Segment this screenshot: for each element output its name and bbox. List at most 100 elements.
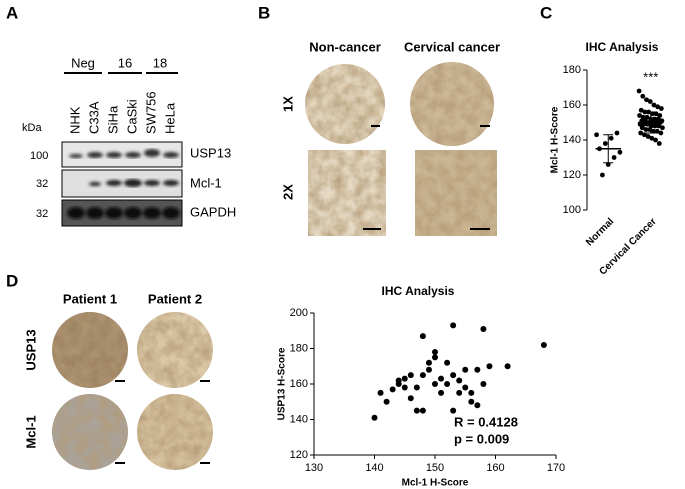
- lane-label: SiHa: [105, 105, 120, 134]
- dot: [656, 141, 662, 146]
- column-label: Patient 2: [148, 291, 202, 306]
- y-tick-label: 160: [290, 378, 308, 390]
- point: [413, 407, 420, 414]
- point: [377, 389, 384, 396]
- dot: [614, 130, 620, 136]
- point: [389, 386, 396, 393]
- point: [468, 389, 475, 396]
- dot: [605, 162, 611, 167]
- annotation: R = 0.4128: [454, 414, 518, 429]
- column-label: Cervical cancer: [404, 39, 500, 54]
- point: [474, 402, 481, 409]
- point: [468, 398, 475, 405]
- x-tick-label: 140: [365, 462, 383, 474]
- y-axis-label: USP13 H-Score: [277, 347, 288, 420]
- marker-label: 100: [30, 150, 48, 162]
- y-tick-label: 200: [290, 307, 308, 319]
- dot: [658, 106, 664, 111]
- lane-label: NHK: [67, 106, 82, 134]
- point: [407, 372, 414, 379]
- protein-label: Mcl-1: [190, 175, 222, 190]
- dot: [638, 107, 644, 113]
- dot: [640, 93, 646, 99]
- y-tick-label: 100: [563, 204, 581, 216]
- point: [474, 366, 481, 373]
- ihc-images: [52, 312, 213, 470]
- dot: [658, 130, 664, 136]
- dot: [638, 130, 644, 136]
- x-tick-label: 170: [547, 462, 565, 474]
- unit-label: kDa: [22, 122, 42, 134]
- dot: [652, 123, 658, 129]
- point: [444, 381, 451, 387]
- point: [395, 377, 402, 384]
- y-tick-label: 120: [563, 169, 581, 181]
- dot: [651, 102, 657, 108]
- x-tick-label: 150: [426, 462, 444, 474]
- point: [432, 381, 438, 387]
- dot: [655, 104, 661, 110]
- y-axis-label: Mcl-1 H-Score: [550, 106, 561, 173]
- point: [540, 341, 547, 348]
- panel-label: B: [258, 3, 270, 22]
- dot: [611, 155, 617, 160]
- dot: [617, 149, 623, 155]
- point: [438, 389, 445, 396]
- point: [425, 366, 432, 373]
- dot: [641, 132, 647, 138]
- chart-title: IHC Analysis: [382, 284, 455, 298]
- point: [425, 359, 432, 366]
- dot: [608, 135, 614, 141]
- dot: [653, 137, 658, 143]
- marker-label: 32: [36, 178, 48, 190]
- dot: [649, 135, 655, 141]
- lane-label: C33A: [86, 101, 101, 134]
- y-tick-label: 120: [290, 449, 308, 461]
- point: [450, 407, 457, 414]
- dot: [651, 128, 656, 134]
- dot: [643, 127, 649, 132]
- point: [401, 384, 408, 391]
- blot: [61, 141, 183, 227]
- row-label: 1X: [280, 96, 295, 112]
- panel-label: D: [6, 271, 18, 290]
- dot: [654, 128, 660, 134]
- point: [407, 395, 414, 402]
- group-label: 16: [118, 55, 132, 70]
- panel-label: C: [540, 3, 552, 22]
- point: [456, 389, 463, 396]
- y-tick-label: 140: [290, 413, 308, 425]
- point: [419, 333, 426, 340]
- point: [438, 375, 445, 382]
- ihc-images: [305, 62, 497, 236]
- y-tick-label: 140: [563, 134, 581, 146]
- dot: [642, 109, 648, 115]
- point: [383, 398, 390, 405]
- row-label: Mcl-1: [23, 415, 38, 448]
- dot: [602, 141, 608, 146]
- protein-label: GAPDH: [190, 204, 236, 219]
- point: [413, 384, 420, 391]
- dot: [639, 125, 645, 131]
- annotation: ***: [643, 69, 658, 84]
- row-label: USP13: [23, 329, 38, 370]
- lane-label: SW756: [143, 91, 158, 134]
- point: [462, 384, 469, 391]
- dot: [594, 132, 599, 138]
- point: [450, 322, 457, 329]
- marker-label: 32: [36, 208, 48, 220]
- point: [450, 372, 457, 379]
- lane-label: HeLa: [162, 102, 177, 134]
- x-tick-label: 160: [486, 462, 504, 474]
- point: [504, 363, 511, 370]
- point: [371, 414, 378, 421]
- chart-title: IHC Analysis: [586, 40, 659, 54]
- dot: [600, 172, 605, 178]
- x-axis-label: Mcl-1 H-Score: [402, 478, 469, 489]
- point: [419, 407, 426, 414]
- point: [432, 349, 438, 356]
- point: [456, 377, 463, 384]
- column-label: Non-cancer: [309, 39, 381, 54]
- group-label: Neg: [71, 55, 95, 70]
